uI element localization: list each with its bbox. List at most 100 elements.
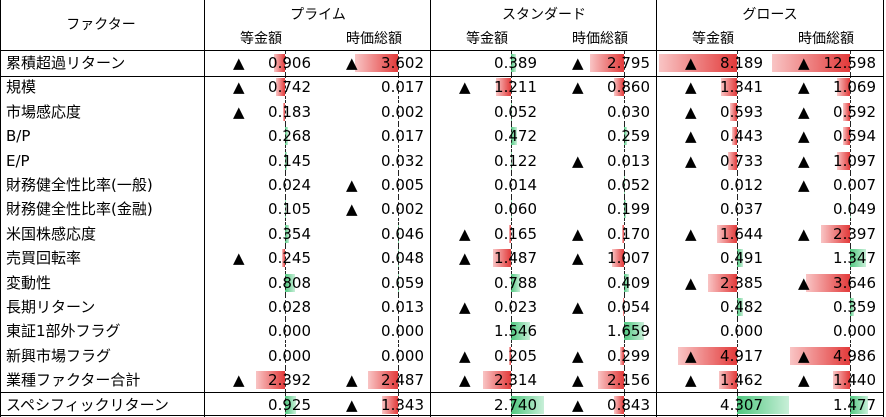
value-text: 0.482 (720, 298, 763, 316)
zero-line (511, 368, 512, 393)
data-bar (729, 102, 737, 121)
zero-line (398, 295, 399, 319)
negative-marker: ▲ (572, 78, 584, 97)
zero-line (398, 75, 399, 100)
value-cell: 0.024 (205, 173, 317, 197)
data-bar (493, 249, 511, 268)
zero-line (850, 319, 851, 344)
value-text: 0.014 (494, 176, 537, 194)
data-bar (850, 249, 867, 268)
zero-line (624, 246, 625, 271)
negative-marker: ▲ (572, 224, 584, 243)
data-bar (850, 395, 868, 414)
column-divider (204, 0, 205, 417)
value-cell: 1.477 (770, 392, 882, 417)
value-text: 1.487 (494, 249, 537, 268)
value-cell: ▲ 1.440 (770, 368, 882, 393)
group-header-standard: スタンダード (502, 7, 586, 23)
zero-line (398, 246, 399, 271)
value-cell: ▲ 1.211 (431, 75, 543, 100)
value-text: 1.462 (720, 371, 763, 390)
zero-line (398, 368, 399, 393)
data-bar (285, 273, 295, 292)
row-label: 売買回転率 (6, 249, 82, 268)
value-text: 2.392 (268, 371, 311, 390)
value-text: 0.030 (607, 102, 650, 121)
row-label: 規模 (6, 78, 37, 97)
data-bar (496, 78, 511, 97)
zero-line (285, 343, 286, 368)
zero-line (624, 392, 625, 417)
value-text: 0.245 (268, 249, 311, 268)
data-bar (836, 151, 850, 170)
data-bar (720, 78, 737, 97)
value-cell: 0.012 (657, 173, 769, 197)
negative-marker: ▲ (459, 371, 471, 390)
value-cell: 0.268 (205, 124, 317, 149)
negative-marker: ▲ (798, 224, 810, 243)
value-text: 0.409 (607, 273, 650, 292)
data-bar (842, 102, 850, 121)
data-bar (274, 54, 285, 72)
value-cell: ▲ 2.397 (770, 221, 882, 246)
value-text: 0.028 (268, 298, 311, 316)
value-cell: ▲ 0.002 (318, 197, 430, 222)
zero-line (511, 173, 512, 197)
negative-marker: ▲ (346, 200, 358, 219)
value-text: 0.145 (268, 151, 311, 170)
value-text: 1.347 (833, 249, 876, 268)
value-cell: ▲ 2.392 (205, 368, 317, 393)
value-text: 1.341 (720, 78, 763, 97)
value-cell: ▲ 0.733 (657, 148, 769, 173)
value-cell: ▲ 2.795 (544, 51, 656, 75)
data-bar (821, 224, 850, 243)
zero-line (850, 246, 851, 271)
row-label: 財務健全性比率(一般) (6, 176, 153, 194)
column-divider (430, 0, 431, 417)
negative-marker: ▲ (572, 346, 584, 365)
value-text: 0.000 (381, 346, 424, 365)
specific-row-rule (0, 392, 883, 393)
zero-line (398, 99, 399, 124)
zero-line (737, 343, 738, 368)
data-bar (842, 127, 850, 146)
value-text: 1.477 (833, 395, 876, 414)
value-text: 0.183 (268, 102, 311, 121)
value-cell: 0.472 (431, 124, 543, 149)
group-header-growth: グロース (742, 7, 798, 23)
value-cell: ▲ 0.023 (431, 295, 543, 319)
value-text: 0.032 (381, 151, 424, 170)
value-cell: ▲ 1.069 (770, 75, 882, 100)
zero-line (511, 197, 512, 222)
data-bar (677, 346, 737, 365)
value-cell: 0.014 (431, 173, 543, 197)
value-cell: 0.000 (205, 319, 317, 344)
value-text: 0.808 (268, 273, 311, 292)
row-label: 市場感応度 (6, 102, 82, 121)
value-text: 0.000 (268, 346, 311, 365)
value-cell: 0.000 (318, 343, 430, 368)
negative-marker: ▲ (798, 151, 810, 170)
value-text: 1.097 (833, 151, 876, 170)
negative-marker: ▲ (233, 371, 245, 390)
value-text: 0.054 (607, 298, 650, 316)
value-cell: 0.046 (318, 221, 430, 246)
zero-line (850, 221, 851, 246)
negative-marker: ▲ (685, 273, 697, 292)
zero-line (511, 343, 512, 368)
value-text: 12.598 (823, 54, 877, 72)
zero-line (285, 270, 286, 295)
value-cell: 0.409 (544, 270, 656, 295)
negative-marker: ▲ (685, 346, 697, 365)
negative-marker: ▲ (798, 54, 810, 72)
value-text: 0.012 (720, 176, 763, 194)
subheader-cap-weight: 時価総額 (346, 31, 402, 47)
negative-marker: ▲ (798, 127, 810, 146)
negative-marker: ▲ (685, 151, 697, 170)
zero-line (398, 270, 399, 295)
value-cell: ▲ 0.843 (544, 392, 656, 417)
negative-marker: ▲ (346, 371, 358, 390)
value-cell: 0.359 (770, 295, 882, 319)
value-text: 0.105 (268, 200, 311, 219)
